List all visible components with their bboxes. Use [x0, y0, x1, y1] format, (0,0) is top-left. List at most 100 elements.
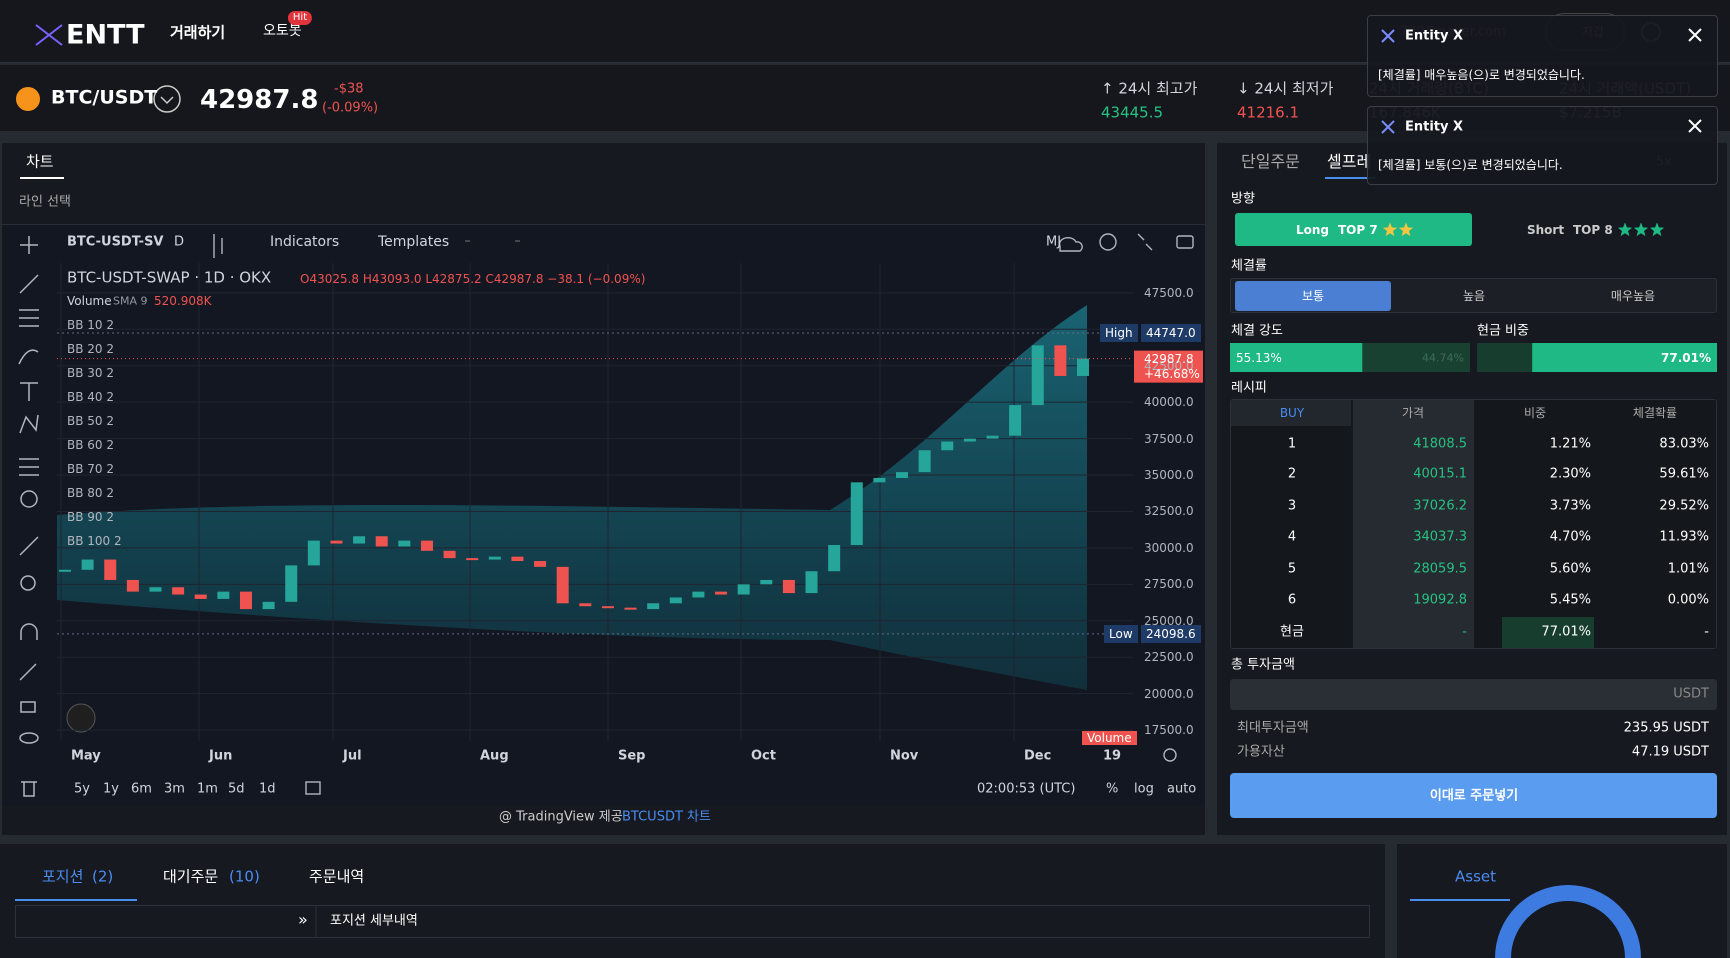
- y-tick-label: 30000.0: [1144, 540, 1194, 555]
- x-tick-label: May: [71, 748, 101, 764]
- bb-legend: BB 60 2: [67, 438, 114, 452]
- recipe-header: BUY: [1279, 406, 1305, 420]
- long-button[interactable]: [1235, 213, 1472, 246]
- notification: Entity X [체결률] 매우높음(으)로 변경되었습니다.: [1367, 15, 1718, 97]
- bottom-tab[interactable]: 주문내역: [309, 867, 365, 886]
- y-tick-label: 25000.0: [1144, 613, 1194, 628]
- strength-remainder-value: 44.74%: [1422, 351, 1464, 365]
- short-label[interactable]: Short: [1527, 223, 1565, 237]
- candle: [579, 603, 592, 607]
- candle: [239, 591, 252, 610]
- asset-donut: [1495, 885, 1641, 958]
- order-tab[interactable]: 단일주문: [1241, 152, 1300, 171]
- interval[interactable]: D: [174, 234, 185, 250]
- candle: [805, 571, 818, 594]
- drawing-tools[interactable]: [18, 236, 39, 797]
- clock: 02:00:53 (UTC): [977, 781, 1076, 797]
- scale-option[interactable]: log: [1134, 781, 1154, 797]
- timeframe[interactable]: 5d: [228, 781, 245, 797]
- notification-message: [체결률] 보통(으)로 변경되었습니다.: [1378, 158, 1563, 172]
- templates-button[interactable]: Templates: [378, 234, 450, 250]
- recipe-header: 가격: [1401, 406, 1425, 420]
- star-icon: [1398, 222, 1414, 237]
- candle: [896, 472, 909, 478]
- line-select[interactable]: 라인 선택: [19, 194, 71, 210]
- symbol-search[interactable]: BTC-USDT-SV: [67, 234, 164, 250]
- candle: [556, 566, 569, 604]
- y-tick-label: 37500.0: [1144, 431, 1194, 446]
- amount-input[interactable]: [1230, 679, 1717, 710]
- candle: [601, 606, 614, 609]
- nav-item[interactable]: 오토봇: [263, 23, 302, 39]
- stat-value: 41216.1: [1237, 103, 1300, 122]
- timeframe[interactable]: 5y: [74, 781, 90, 797]
- timeframe[interactable]: 3m: [164, 781, 185, 797]
- recipe-price: 34037.3: [1413, 529, 1467, 545]
- symbol: BTC/USDT: [51, 86, 158, 109]
- logo: ENTT: [66, 19, 145, 51]
- legend-volume: Volume: [67, 294, 112, 308]
- candle: [466, 558, 479, 561]
- timeframe[interactable]: 1m: [197, 781, 218, 797]
- timeframe[interactable]: 6m: [131, 781, 152, 797]
- recipe-price: -: [1462, 624, 1467, 640]
- timeframe[interactable]: 1y: [103, 781, 119, 797]
- bb-legend: BB 70 2: [67, 462, 114, 476]
- last-price-change: +46.68%: [1144, 366, 1200, 381]
- fill-rate-selected[interactable]: [1235, 281, 1391, 311]
- chart-tab[interactable]: 차트: [26, 152, 54, 171]
- candle: [850, 482, 863, 545]
- bb-legend: BB 10 2: [67, 318, 114, 332]
- recipe-probability: 29.52%: [1659, 498, 1709, 514]
- candle: [262, 601, 275, 610]
- candle: [941, 441, 954, 451]
- indicators-button[interactable]: Indicators: [270, 234, 340, 250]
- recipe-step: 현금: [1280, 624, 1304, 640]
- asset-tab[interactable]: Asset: [1455, 867, 1497, 886]
- candle: [81, 559, 94, 570]
- submit-label: 이대로 주문넣기: [1429, 788, 1519, 804]
- notification: Entity X [체결률] 보통(으)로 변경되었습니다.: [1367, 106, 1718, 185]
- bb-legend: BB 30 2: [67, 366, 114, 380]
- fill-rate-option[interactable]: 높음: [1462, 289, 1486, 303]
- x-tick-label: Jul: [343, 748, 362, 764]
- cash-cell: [1502, 617, 1594, 648]
- toolbar-icons[interactable]: [213, 233, 1194, 795]
- bottom-tab[interactable]: 대기주문: [163, 867, 219, 886]
- submit-button[interactable]: [1230, 773, 1717, 818]
- expand-button[interactable]: »: [298, 910, 308, 929]
- recipe-probability: 1.01%: [1667, 561, 1709, 577]
- scale-option[interactable]: auto: [1167, 781, 1197, 797]
- legend-title: BTC-USDT-SWAP · 1D · OKX: [67, 268, 272, 287]
- candle: [715, 591, 728, 595]
- close-button[interactable]: [1687, 27, 1703, 43]
- candle: [375, 536, 388, 547]
- fill-rate-option[interactable]: 보통: [1301, 289, 1325, 303]
- available-label: 가용자산: [1237, 744, 1285, 760]
- max-label: 최대투자금액: [1237, 720, 1309, 736]
- candle: [963, 438, 976, 442]
- credit: @ TradingView 제공: [499, 809, 623, 825]
- notification-message: [체결률] 매우높음(으)로 변경되었습니다.: [1378, 68, 1585, 82]
- layout-button[interactable]: MJ: [1046, 234, 1062, 250]
- order-tab[interactable]: 셀프레: [1327, 152, 1372, 171]
- notification-icon: [1381, 29, 1395, 43]
- bb-legend: BB 40 2: [67, 390, 114, 404]
- price-change-pct: (-0.09%): [322, 100, 379, 116]
- bb-legend: BB 50 2: [67, 414, 114, 428]
- bottom-tab[interactable]: 포지션: [42, 867, 84, 886]
- scale-option[interactable]: %: [1106, 781, 1119, 797]
- nav-item[interactable]: 거래하기: [170, 23, 226, 42]
- last-price: 42987.8: [200, 85, 319, 115]
- timeframe[interactable]: 1d: [259, 781, 276, 797]
- close-button[interactable]: [1687, 118, 1703, 134]
- x-tick-label: Aug: [480, 748, 509, 764]
- fill-rate-option[interactable]: 매우높음: [1610, 289, 1656, 303]
- chart-tab-underline: [20, 177, 64, 179]
- bb-legend: BB 90 2: [67, 510, 114, 524]
- credit-link[interactable]: BTCUSDT 차트: [622, 809, 711, 825]
- max-value: 235.95 USDT: [1623, 720, 1709, 736]
- candle: [511, 556, 524, 562]
- short-rank: TOP 8: [1573, 223, 1613, 237]
